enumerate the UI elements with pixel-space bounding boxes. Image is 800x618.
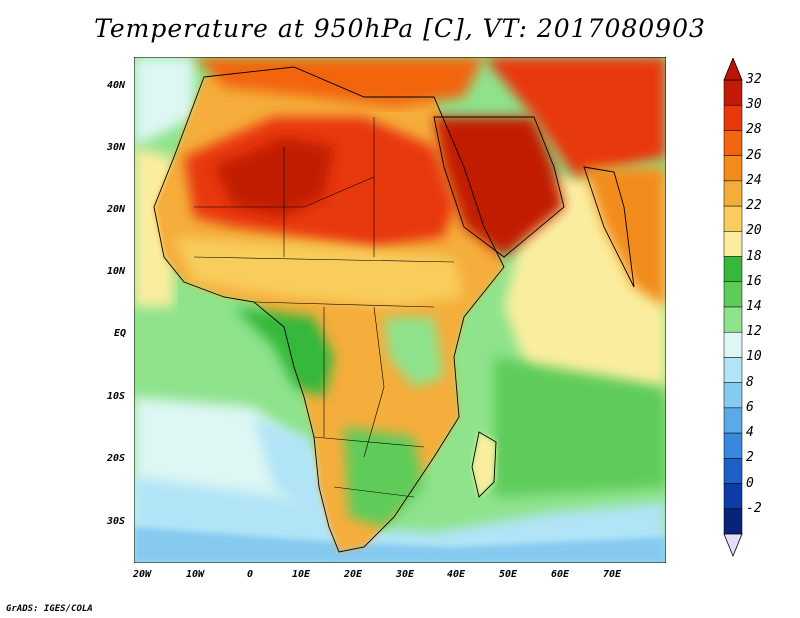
colorbar-cell	[723, 256, 743, 283]
colorbar-cell	[723, 382, 743, 409]
lat-label-20n: 20N	[107, 204, 126, 215]
lon-label-40e: 40E	[447, 569, 466, 580]
lon-label-10e: 10E	[292, 569, 311, 580]
lon-label-60e: 60E	[551, 569, 570, 580]
arabia-hot	[434, 117, 564, 257]
colorbar-cell	[723, 231, 743, 257]
lon-label-20e: 20E	[344, 569, 363, 580]
east-africa-highlands	[384, 317, 444, 387]
coastlines	[153, 66, 635, 553]
colorbar-label: 30	[746, 97, 762, 113]
lat-label-10n: 10N	[107, 266, 126, 277]
colorbar-label: 6	[746, 399, 754, 415]
colorbar-label: 14	[746, 299, 762, 314]
grads-credit: GrADS: IGES/COLA	[6, 604, 93, 614]
lat-label-30s: 30S	[107, 516, 126, 527]
colorbar-label: 0	[746, 475, 754, 491]
colorbar-label: 20	[746, 223, 762, 239]
colorbar-cell	[723, 180, 743, 207]
colorbar-under-arrow	[723, 533, 743, 558]
colorbar-cell	[723, 357, 743, 383]
colorbar-cell	[723, 281, 743, 308]
colorbar-label: 26	[746, 147, 762, 163]
benguela-cold	[254, 417, 334, 527]
lon-label-30e: 30E	[396, 569, 415, 580]
colorbar-label: 22	[746, 198, 762, 214]
north-atlantic-cool	[134, 57, 194, 147]
colorbar-cell	[723, 155, 743, 182]
middle-east-hot	[484, 57, 666, 177]
lon-label-20w: 20W	[133, 569, 152, 580]
lat-label-10s: 10S	[107, 391, 126, 402]
lon-label-70e: 70E	[603, 569, 622, 580]
colorbar-label: 16	[746, 273, 762, 289]
colorbar-label: 24	[746, 172, 762, 188]
colorbar	[723, 58, 743, 558]
lon-label-50e: 50E	[499, 569, 518, 580]
lat-label-40n: 40N	[107, 80, 126, 91]
colorbar-label: 32	[746, 72, 762, 87]
colorbar-label: -2	[746, 500, 762, 516]
indian-ocean-green	[494, 357, 666, 497]
colorbar-cell	[723, 458, 743, 484]
colorbar-cell	[723, 104, 743, 131]
lon-label-0: 0	[247, 569, 254, 580]
colorbar-label: 10	[746, 349, 762, 365]
madagascar	[472, 432, 496, 497]
colorbar-cell	[723, 130, 743, 156]
colorbar-cell	[723, 508, 743, 535]
colorbar-label: 8	[746, 374, 754, 390]
temperature-map	[134, 57, 666, 563]
colorbar-cell	[723, 306, 743, 333]
map-title: Temperature at 950hPa [C], VT: 201708090…	[94, 14, 706, 43]
colorbar-label: 12	[746, 324, 762, 340]
colorbar-cell	[723, 432, 743, 459]
colorbar-over-arrow	[723, 58, 743, 81]
colorbar-cell	[723, 205, 743, 232]
india-land	[584, 167, 666, 307]
sahara-hottest	[214, 137, 334, 217]
colorbar-cell	[723, 407, 743, 434]
lat-label-30n: 30N	[107, 142, 126, 153]
colorbar-label: 18	[746, 248, 762, 264]
colorbar-cell	[723, 79, 743, 106]
country-borders	[193, 117, 455, 498]
colorbar-cell	[723, 483, 743, 510]
southern-ocean-cold2	[134, 527, 666, 563]
colorbar-label: 2	[746, 450, 754, 466]
colorbar-label: 28	[746, 122, 762, 138]
lat-label-20s: 20S	[107, 453, 126, 464]
colorbar-label: 4	[746, 425, 754, 441]
lat-label-eq: EQ	[114, 328, 127, 339]
equatorial-green	[234, 307, 334, 397]
lon-label-10w: 10W	[186, 569, 205, 580]
sahel-warm	[174, 237, 464, 307]
colorbar-cell	[723, 331, 743, 358]
mediterranean	[194, 57, 484, 107]
